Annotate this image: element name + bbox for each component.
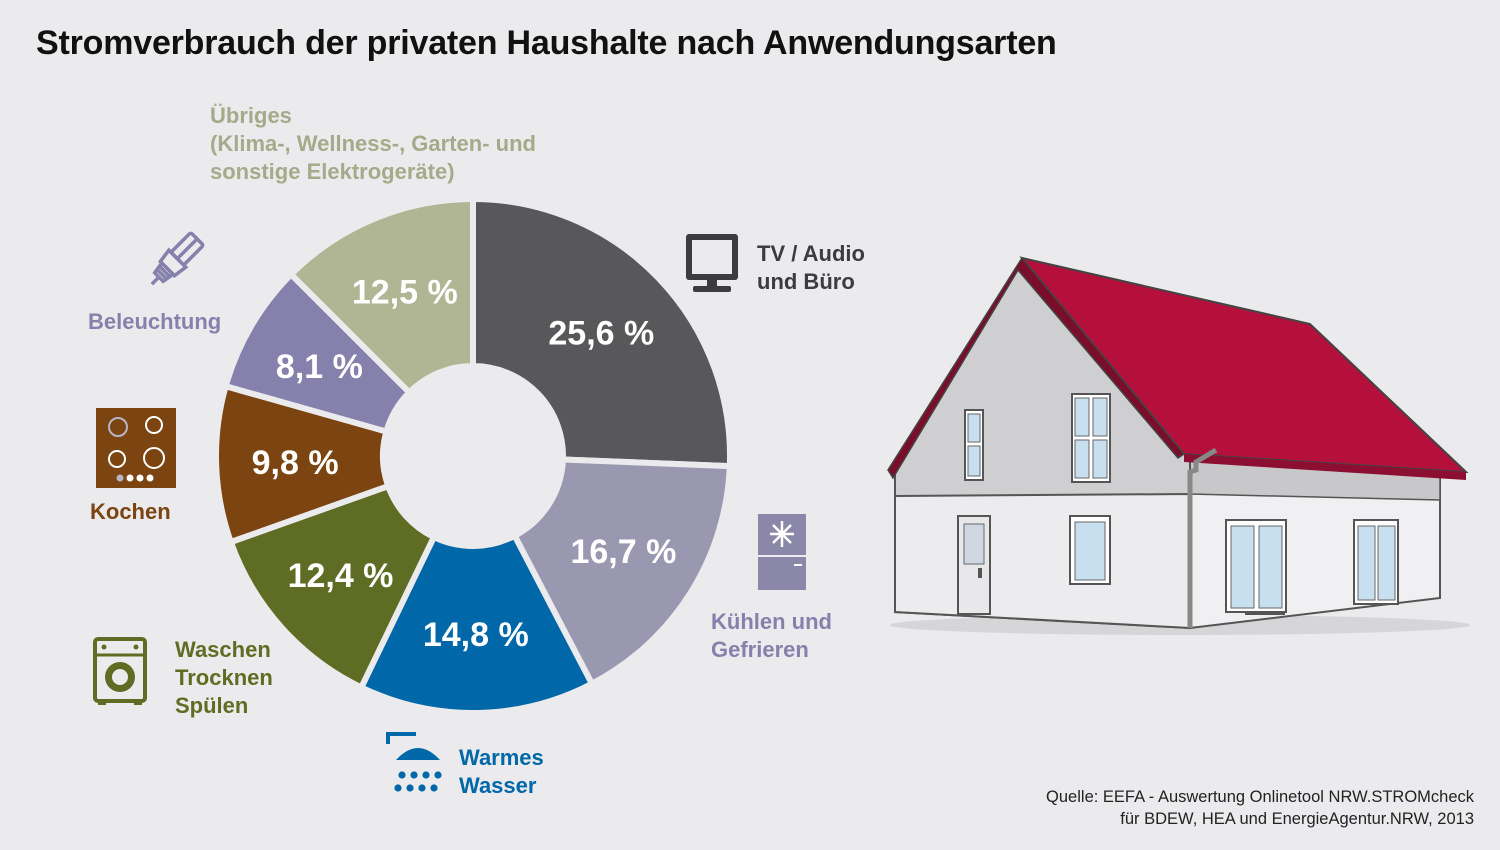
donut-slice xyxy=(286,195,476,397)
donut-chart: 25,6 % 16,7 % 14,8 % 12,4 % 9,8 % 8,1 % 12,5 % xyxy=(213,195,733,716)
slice-value-label: 14,8 % xyxy=(423,616,529,654)
chart-title: Stromverbrauch der privaten Haushalte na… xyxy=(36,24,1057,62)
shower-icon xyxy=(386,732,442,792)
slice-value-label: 25,6 % xyxy=(548,315,654,353)
label-kuehlen-gefrieren: Kühlen und Gefrieren xyxy=(711,609,832,662)
stove-icon xyxy=(96,408,176,488)
fridge-icon xyxy=(758,514,806,590)
label-kochen: Kochen xyxy=(90,499,171,524)
label-warmes-wasser: Warmes Wasser xyxy=(459,745,544,798)
slice-value-label: 8,1 % xyxy=(276,348,363,386)
source-note: Quelle: EEFA - Auswertung Onlinetool NRW… xyxy=(1046,786,1474,830)
light-bulb-icon xyxy=(150,231,205,286)
slice-value-label: 12,4 % xyxy=(288,557,394,595)
label-tv-audio-buero: TV / Audio und Büro xyxy=(757,241,865,294)
label-beleuchtung: Beleuchtung xyxy=(88,309,222,334)
source-line-1: Quelle: EEFA - Auswertung Onlinetool NRW… xyxy=(1046,788,1474,806)
washing-machine-icon xyxy=(93,637,147,705)
slice-value-label: 12,5 % xyxy=(352,274,458,312)
label-uebriges: Übriges (Klima-, Wellness-, Garten- und so… xyxy=(210,103,536,184)
house-illustration xyxy=(887,256,1470,635)
donut-slice xyxy=(357,531,596,716)
tv-monitor-icon xyxy=(686,234,738,292)
slice-value-label: 16,7 % xyxy=(570,533,676,571)
donut-slice xyxy=(510,456,733,688)
donut-slice xyxy=(226,482,438,692)
label-waschen-trocknen-spuelen: Waschen Trocknen Spülen xyxy=(175,637,273,718)
slice-value-label: 9,8 % xyxy=(252,444,339,482)
source-line-2: für BDEW, HEA und EnergieAgentur.NRW, 20… xyxy=(1120,810,1474,828)
donut-slice xyxy=(470,195,733,470)
